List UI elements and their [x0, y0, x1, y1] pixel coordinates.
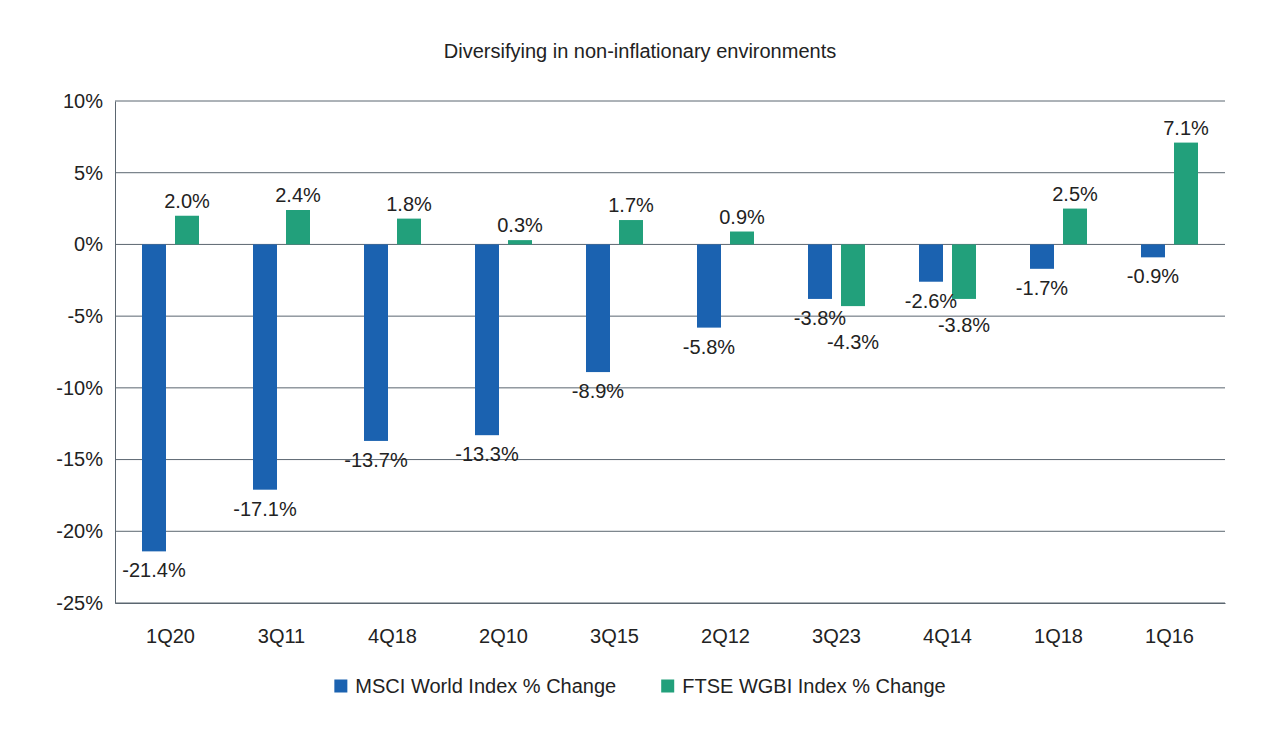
data-label: 1.8%	[386, 193, 432, 215]
data-label: 2.0%	[164, 190, 210, 212]
data-label: 0.9%	[719, 206, 765, 228]
bar	[619, 220, 643, 244]
x-tick-label: 1Q18	[1034, 625, 1083, 647]
y-tick-label: 5%	[74, 162, 103, 184]
bar	[841, 244, 865, 306]
x-tick-label: 2Q12	[701, 625, 750, 647]
bar	[919, 244, 943, 281]
x-tick-label: 4Q14	[923, 625, 972, 647]
bar	[475, 244, 499, 435]
x-tick: 1Q20	[146, 603, 195, 647]
bar	[175, 216, 199, 245]
x-tick-label: 3Q11	[258, 625, 305, 647]
grid-line	[115, 603, 1225, 604]
x-tick: 3Q15	[590, 603, 639, 647]
legend: MSCI World Index % Change FTSE WGBI Index…	[334, 675, 945, 697]
grid-line	[115, 172, 1225, 173]
x-tick: 4Q14	[923, 603, 972, 647]
y-tick: -20%	[56, 520, 115, 542]
y-tick: 5%	[74, 162, 115, 184]
title: Diversifying in non-inflationary environ…	[444, 40, 836, 62]
grid-line	[115, 387, 1225, 388]
grid	[115, 101, 1225, 603]
x-tick: 1Q16	[1145, 603, 1194, 647]
data-label: 2.4%	[275, 184, 321, 206]
x-tick-label: 2Q10	[479, 625, 528, 647]
bar	[397, 219, 421, 245]
bar	[808, 244, 832, 299]
bar	[142, 244, 166, 551]
bars	[142, 143, 1198, 552]
data-label: -17.1%	[233, 498, 297, 520]
x-tick: 4Q18	[368, 603, 417, 647]
data-label: 7.1%	[1163, 117, 1209, 139]
data-label: -5.8%	[683, 336, 735, 358]
x-tick-label: 3Q15	[590, 625, 639, 647]
bar	[697, 244, 721, 327]
bar	[586, 244, 610, 372]
bar	[1141, 244, 1165, 257]
legend-label: FTSE WGBI Index % Change	[682, 675, 945, 697]
legend-item: FTSE WGBI Index % Change	[661, 675, 945, 697]
x-tick: 2Q12	[701, 603, 750, 647]
legend-label: MSCI World Index % Change	[355, 675, 616, 697]
grid-line	[115, 459, 1225, 460]
data-label: -1.7%	[1016, 277, 1068, 299]
x-tick: 1Q18	[1034, 603, 1083, 647]
bar	[364, 244, 388, 440]
bar	[1030, 244, 1054, 268]
x-tick: 3Q23	[812, 603, 861, 647]
y-axis: -25% -20% -15% -10% -5% 0% 5% 10%	[56, 90, 115, 614]
y-tick: 0%	[74, 233, 115, 255]
y-tick: 10%	[63, 90, 115, 112]
x-tick: 2Q10	[479, 603, 528, 647]
grid-line	[115, 316, 1225, 317]
y-tick: -5%	[67, 305, 115, 327]
x-axis: 1Q20 3Q11 4Q18 2Q10 3Q15 2Q12 3Q23 4Q14 1Q18 1Q16	[116, 603, 1226, 647]
y-tick: -25%	[56, 592, 115, 614]
y-tick-label: 10%	[63, 90, 103, 112]
y-tick-label: 0%	[74, 233, 103, 255]
data-label: -3.8%	[938, 314, 990, 336]
grid-line	[115, 531, 1225, 532]
data-label: -0.9%	[1127, 265, 1179, 287]
x-tick-label: 1Q20	[146, 625, 195, 647]
y-tick: -10%	[56, 377, 115, 399]
y-axis-line	[115, 102, 116, 604]
bar	[286, 210, 310, 244]
y-tick-label: -15%	[56, 448, 103, 470]
x-tick-label: 3Q23	[812, 625, 861, 647]
legend-swatch	[334, 680, 347, 693]
grid-line	[115, 244, 1225, 245]
x-tick: 3Q11	[258, 603, 305, 647]
data-label: -13.3%	[455, 443, 519, 465]
y-tick-label: -5%	[67, 305, 103, 327]
data-label: 2.5%	[1052, 183, 1098, 205]
bar	[1063, 209, 1087, 245]
bar	[508, 240, 532, 244]
legend-swatch	[661, 680, 674, 693]
data-label: -2.6%	[905, 290, 957, 312]
data-label: -8.9%	[572, 380, 624, 402]
bar	[730, 232, 754, 245]
x-tick-label: 1Q16	[1145, 625, 1194, 647]
bar	[253, 244, 277, 489]
data-label: -21.4%	[122, 559, 186, 581]
data-labels: -21.4% 2.0% -17.1% 2.4% -13.7% 1.8% -13.3% 0.3%…	[122, 117, 1209, 582]
y-tick-label: -25%	[56, 592, 103, 614]
y-tick: -15%	[56, 448, 115, 470]
y-tick-label: -10%	[56, 377, 103, 399]
bar	[1174, 143, 1198, 245]
data-label: -3.8%	[794, 307, 846, 329]
data-label: 1.7%	[608, 194, 654, 216]
x-axis-line	[116, 603, 1226, 604]
y-tick-label: -20%	[56, 520, 103, 542]
legend-item: MSCI World Index % Change	[334, 675, 616, 697]
x-tick-label: 4Q18	[368, 625, 417, 647]
chart: Diversifying in non-inflationary environ…	[0, 0, 1280, 742]
data-label: -13.7%	[344, 449, 408, 471]
data-label: 0.3%	[497, 214, 543, 236]
grid-line	[115, 101, 1225, 102]
data-label: -4.3%	[827, 331, 879, 353]
